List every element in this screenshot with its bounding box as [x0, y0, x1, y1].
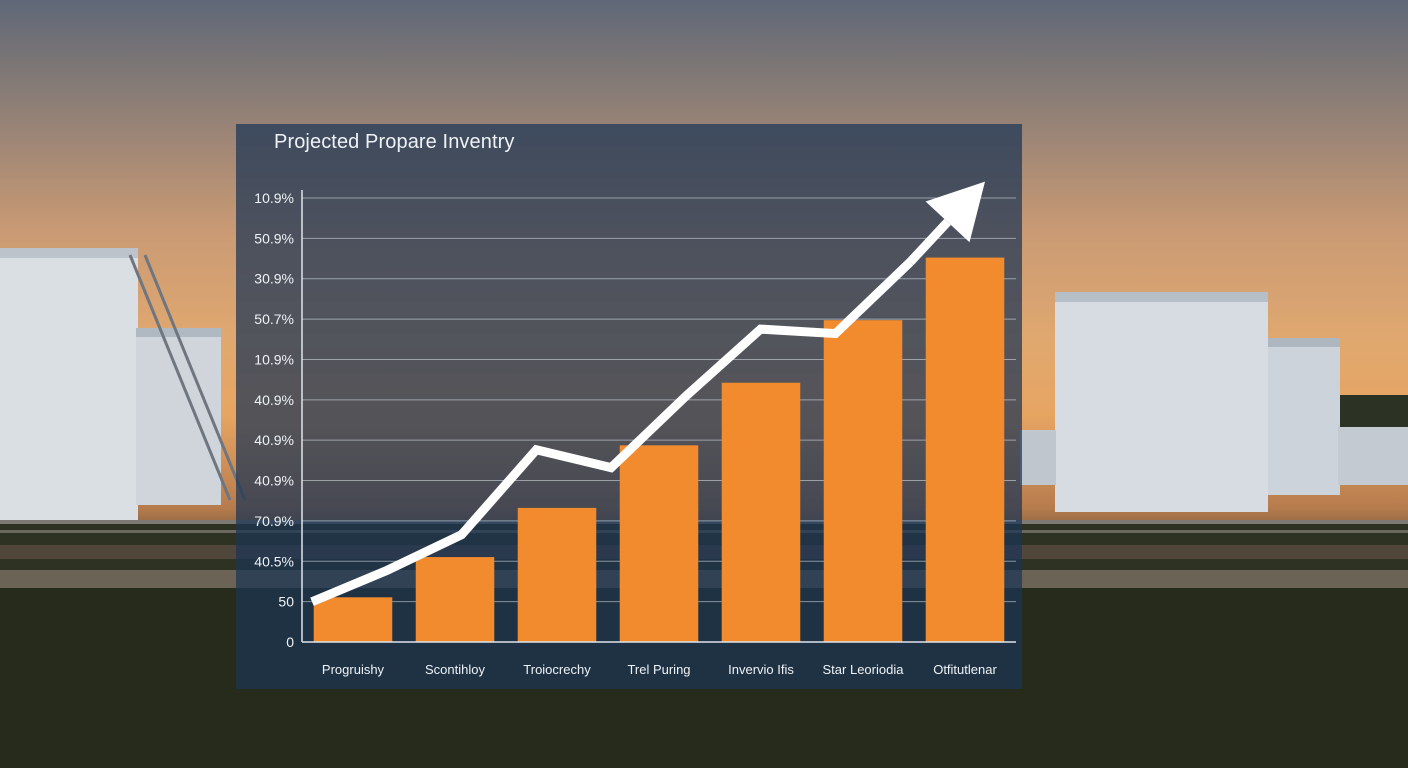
bar	[517, 507, 597, 642]
x-tick-label: Invervio Ifis	[728, 662, 794, 677]
bar	[313, 597, 393, 642]
arrowhead-icon	[925, 181, 985, 243]
trend-line-segment	[906, 218, 951, 266]
y-tick-label: 30.9%	[254, 271, 294, 287]
y-tick-label: 40.9%	[254, 432, 294, 448]
y-tick-label: 10.9%	[254, 190, 294, 206]
y-tick-label: 50.9%	[254, 230, 294, 246]
x-tick-label: Troiocrechy	[523, 662, 591, 677]
x-tick-label: Trel Puring	[627, 662, 690, 677]
y-tick-label: 40.5%	[254, 553, 294, 569]
y-tick-label: 50.7%	[254, 311, 294, 327]
y-tick-label: 50	[278, 594, 294, 610]
trend-line	[310, 258, 914, 606]
x-tick-label: Otfitutlenar	[933, 662, 997, 677]
bar	[415, 557, 495, 642]
x-tick-label: Progruishy	[322, 662, 385, 677]
x-tick-label: Scontihloy	[425, 662, 485, 677]
chart-title: Projected Propare Inventry	[274, 131, 515, 153]
y-tick-label: 40.9%	[254, 392, 294, 408]
y-tick-label: 0	[286, 634, 294, 650]
y-tick-label: 40.9%	[254, 473, 294, 489]
bar	[823, 320, 903, 642]
y-tick-label: 70.9%	[254, 513, 294, 529]
x-tick-label: Star Leoriodia	[823, 662, 905, 677]
bar	[721, 382, 801, 642]
y-tick-label: 10.9%	[254, 351, 294, 367]
bar	[925, 257, 1005, 642]
bar	[619, 445, 699, 642]
